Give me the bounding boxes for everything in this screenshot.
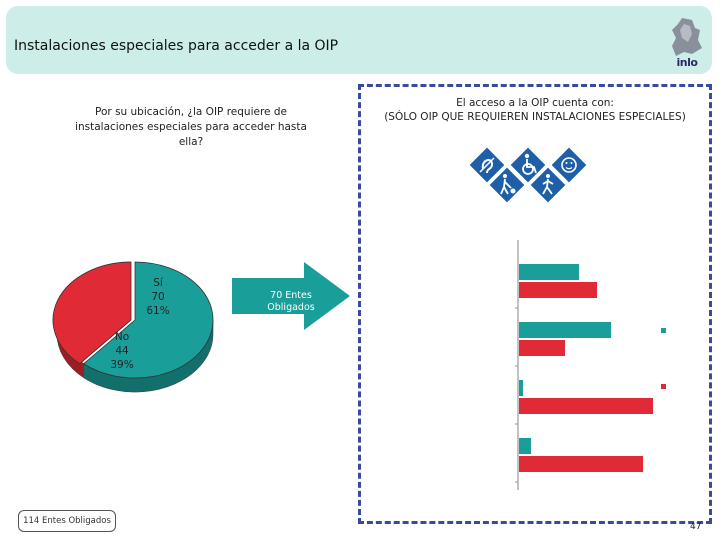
pie-slice-1 <box>52 261 132 365</box>
accessibility-icon <box>549 145 589 185</box>
bar-2-1 <box>519 398 653 414</box>
access-panel-title: El acceso a la OIP cuenta con: (SÓLO OIP… <box>362 96 708 124</box>
bar-3-1 <box>519 456 643 472</box>
access-title-line1: El acceso a la OIP cuenta con: <box>456 97 614 109</box>
pie-label-no: No 44 39% <box>102 330 142 372</box>
bar-0-1 <box>519 282 597 298</box>
access-title-line2: (SÓLO OIP QUE REQUIEREN INSTALACIONES ES… <box>384 111 686 123</box>
logo-text: inlo <box>676 56 698 69</box>
arrow-label: 70 Entes Obligados <box>267 290 315 313</box>
pie-slice-0 <box>83 261 214 379</box>
pie-chart: Sí 70 61% No 44 39% <box>40 250 240 410</box>
bar-chart <box>500 240 700 500</box>
walking-person-icon <box>528 165 568 205</box>
wheelchair-access-icon <box>508 145 548 185</box>
title-bar: Instalaciones especiales para acceder a … <box>6 6 712 74</box>
pie-label-si: Sí 70 61% <box>134 276 182 318</box>
accessibility-icons <box>467 145 589 205</box>
pie-label-no-count: 44 <box>115 345 129 357</box>
institution-logo: inlo <box>662 16 712 76</box>
pie-label-no-name: No <box>114 331 130 343</box>
access-panel <box>358 84 712 524</box>
right-arrow-icon <box>232 262 350 330</box>
bar-2-0 <box>519 380 523 396</box>
pie-label-si-percent: 61% <box>146 305 170 317</box>
bar-1-0 <box>519 322 611 338</box>
base-footnote: 114 Entes Obligados <box>18 510 116 532</box>
bar-1-1 <box>519 340 565 356</box>
blind-pedestrian-icon <box>487 165 527 205</box>
page-title: Instalaciones especiales para acceder a … <box>14 38 339 54</box>
bar-3-0 <box>519 438 531 454</box>
survey-question: Por su ubicación, ¿la OIP requiere de in… <box>75 106 307 148</box>
legend-marker-1 <box>661 384 666 389</box>
legend-marker-0 <box>661 328 666 333</box>
bar-0-0 <box>519 264 579 280</box>
page-number: 47 <box>690 522 702 532</box>
pie-label-si-count: 70 <box>151 291 165 303</box>
logo-map-icon <box>672 18 702 56</box>
pie-label-si-name: Sí <box>153 277 163 289</box>
pie-label-no-percent: 39% <box>110 359 134 371</box>
hearing-assistance-icon <box>467 145 507 185</box>
